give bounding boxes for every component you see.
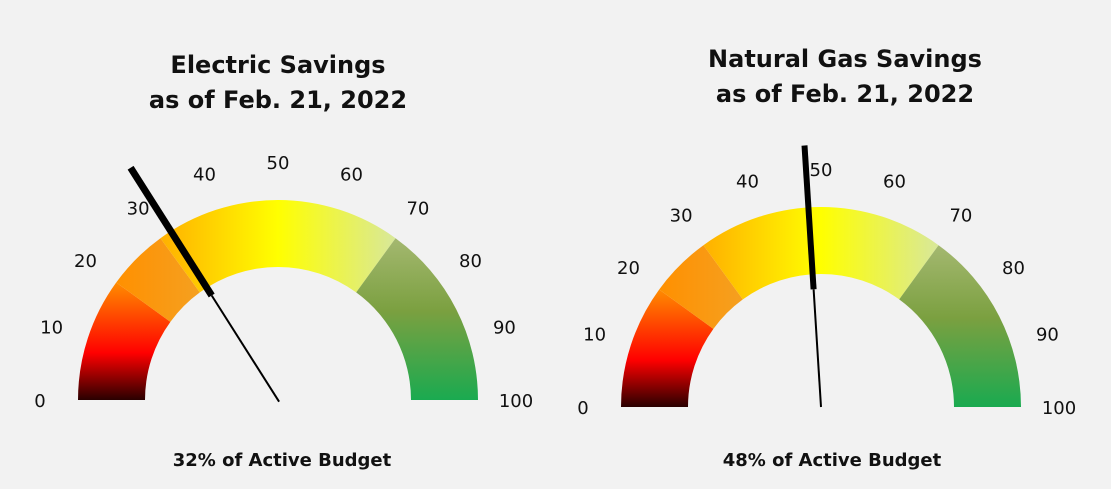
gauge-bands — [78, 200, 478, 400]
gauge-tick-label: 30 — [670, 206, 693, 227]
gauge-natural-gas: Natural Gas Savings as of Feb. 21, 2022 … — [577, 45, 1076, 471]
gauge-tick-label: 30 — [127, 199, 150, 220]
gauge-tick-label: 50 — [267, 153, 290, 174]
gauge-tick-label: 70 — [406, 199, 429, 220]
gauge-band-30-70 — [703, 206, 939, 300]
gauge-ticks: 0 10 20 30 40 50 60 70 80 90 100 — [34, 153, 533, 412]
gauge-tick-label: 100 — [1042, 398, 1076, 419]
gauge-ticks: 0 10 20 30 40 50 60 70 80 90 100 — [577, 160, 1076, 419]
gauge-tick-label: 10 — [583, 325, 606, 346]
gauge-tick-label: 40 — [736, 172, 759, 193]
gauge-title-line-2: as of Feb. 21, 2022 — [149, 86, 407, 114]
gauge-tick-label: 100 — [499, 391, 533, 412]
gauge-tick-label: 70 — [949, 206, 972, 227]
gauge-needle-tip — [812, 289, 822, 408]
gauge-tick-label: 0 — [577, 398, 588, 419]
gauge-caption: 48% of Active Budget — [723, 450, 942, 471]
gauge-needle — [801, 145, 817, 290]
gauge-needle — [127, 165, 215, 298]
gauge-tick-label: 80 — [459, 251, 482, 272]
gauge-electric: Electric Savings as of Feb. 21, 2022 0 10… — [34, 51, 533, 471]
gauge-tick-label: 60 — [883, 172, 906, 193]
gauge-title-line-1: Natural Gas Savings — [708, 45, 982, 73]
gauge-band-20-30 — [659, 245, 743, 329]
gauge-tick-label: 90 — [1036, 325, 1059, 346]
gauge-tick-label: 90 — [493, 318, 516, 339]
gauge-tick-label: 20 — [617, 258, 640, 279]
gauge-tick-label: 20 — [74, 251, 97, 272]
gauge-tick-label: 60 — [340, 165, 363, 186]
gauge-tick-label: 40 — [193, 165, 216, 186]
gauge-band-20-30 — [116, 238, 200, 322]
gauge-tick-label: 0 — [34, 391, 45, 412]
gauge-tick-label: 50 — [810, 160, 833, 181]
gauge-band-0-20 — [78, 282, 171, 400]
gauge-caption: 32% of Active Budget — [173, 450, 392, 471]
gauge-tick-label: 10 — [40, 318, 63, 339]
gauge-bands — [621, 206, 1021, 407]
gauge-title-line-2: as of Feb. 21, 2022 — [716, 80, 974, 108]
gauge-title-line-1: Electric Savings — [170, 51, 385, 79]
gauge-band-30-70 — [160, 200, 396, 293]
gauge-band-70-100 — [899, 245, 1021, 407]
gauge-tick-label: 80 — [1002, 258, 1025, 279]
gauge-needle-tip — [210, 294, 280, 403]
gauge-band-0-20 — [621, 289, 714, 407]
gauge-band-70-100 — [356, 238, 478, 400]
